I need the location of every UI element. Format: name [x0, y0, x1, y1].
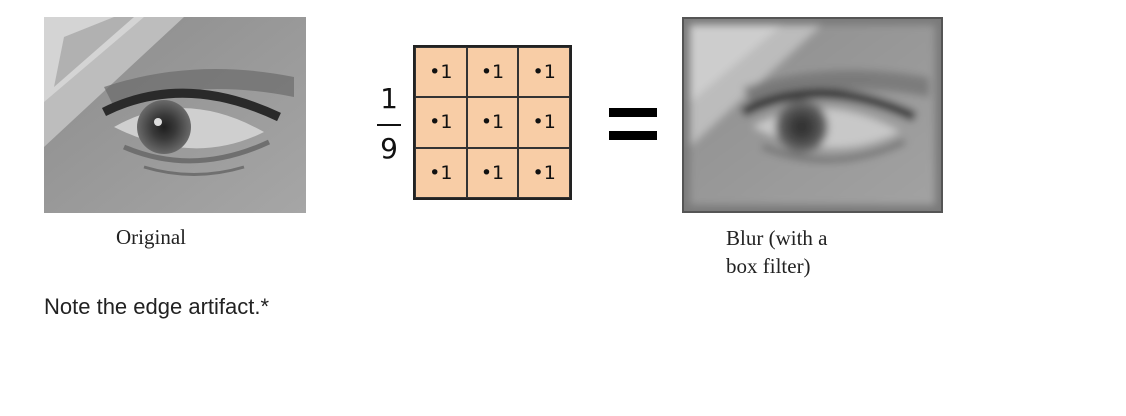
kernel-cell: •1: [518, 147, 570, 198]
blur-caption-line2: box filter): [726, 254, 811, 278]
kernel-cell: •1: [518, 47, 570, 98]
original-caption: Original: [116, 225, 186, 249]
kernel-cell: •1: [466, 47, 519, 98]
kernel-cell: •1: [518, 97, 570, 148]
fraction-one-ninth: 1 9: [371, 84, 407, 170]
fraction-denominator: 9: [380, 132, 398, 165]
blur-caption-line1: Blur (with a: [726, 226, 828, 250]
fraction-numerator: 1: [380, 82, 398, 115]
equals-sign: [609, 108, 657, 140]
original-eye-image: [44, 17, 306, 213]
kernel-cell: •1: [466, 147, 519, 198]
kernel-cell: •1: [466, 97, 519, 148]
kernel-cell: •1: [415, 97, 467, 148]
blurred-eye-image: [682, 17, 943, 213]
kernel-cell: •1: [415, 47, 467, 98]
kernel-cell: •1: [415, 147, 467, 198]
edge-artifact-note: Note the edge artifact.*: [44, 294, 270, 319]
box-filter-kernel: •1 •1 •1 •1 •1 •1 •1 •1 •1: [413, 45, 572, 200]
fraction-bar: [377, 124, 401, 126]
